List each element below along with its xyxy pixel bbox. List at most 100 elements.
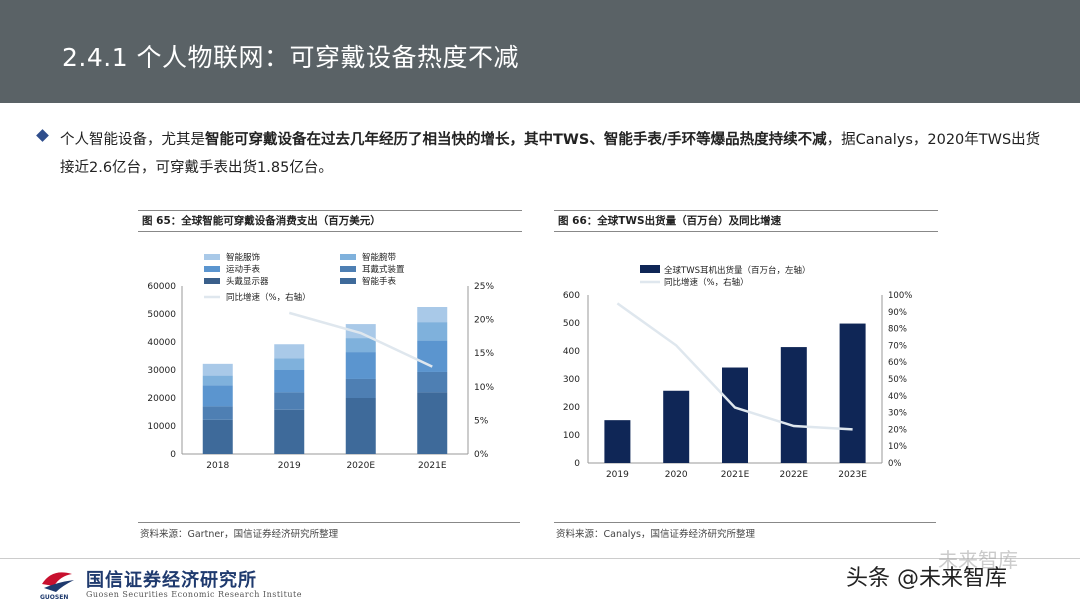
chart65-xtick-label: 2019: [278, 461, 301, 471]
chart65-y2tick-label: 0%: [474, 450, 489, 460]
company-name: 国信证券经济研究所: [86, 570, 257, 591]
chart65-legend-label: 智能腕带: [362, 252, 397, 263]
chart66-svg: 0 100 200 300 400 500 600 0% 10% 20% 30% 40% 50% 60% 7…: [563, 265, 912, 480]
chart65-bar-segment: [202, 363, 233, 376]
chart66-y2tick-label: 20%: [888, 425, 907, 435]
chart65-legend-label: 耳戴式装置: [362, 264, 405, 275]
watermark: 头条 @未来智库: [846, 566, 1007, 591]
chart66-bar: [604, 420, 631, 463]
chart65-bar-segment: [345, 398, 376, 454]
chart66-ytick-label: 300: [563, 375, 580, 385]
chart65-ytick-label: 60000: [147, 282, 176, 292]
chart65-bar-segment: [274, 358, 305, 370]
chart65-xtick-label: 2021E: [418, 461, 447, 471]
chart65-bar-segment: [202, 375, 233, 386]
page-title: 2.4.1 个人物联网：可穿戴设备热度不减: [62, 43, 520, 72]
chart66-y2tick-label: 30%: [888, 409, 907, 419]
chart65-y2tick-label: 10%: [474, 383, 494, 393]
chart65-ytick-label: 50000: [147, 310, 176, 320]
chart65-title: 图 65：全球智能可穿戴设备消费支出（百万美元）: [138, 210, 522, 232]
chart66-ytick-label: 400: [563, 347, 580, 357]
chart65-bar-segment: [417, 322, 448, 341]
chart66-xtick-label: 2021E: [721, 470, 750, 480]
chart65-legend-swatch: [204, 254, 220, 260]
chart66-xtick-label: 2023E: [838, 470, 867, 480]
chart65-ytick-label: 30000: [147, 366, 176, 376]
footer-divider: [0, 558, 1080, 559]
chart65-legend-label: 智能手表: [362, 276, 397, 287]
chart66-xtick-label: 2019: [606, 470, 629, 480]
chart66-y2tick-label: 40%: [888, 392, 907, 402]
chart65-xtick-label: 2020E: [346, 461, 375, 471]
chart66-bar: [663, 390, 690, 463]
chart66-legend-label: 同比增速（%，右轴）: [664, 277, 749, 288]
chart65-legend-swatch: [340, 266, 356, 272]
intro-text-1: 个人智能设备，尤其是: [60, 132, 205, 148]
chart65-y2tick-label: 5%: [474, 416, 489, 426]
chart66-y2tick-label: 60%: [888, 358, 907, 368]
chart66-growth-line: [616, 302, 853, 431]
chart66-legend-label: 全球TWS耳机出货量（百万台，左轴）: [664, 265, 811, 276]
chart66-y2tick-label: 10%: [888, 442, 907, 452]
chart65-bar-segment: [345, 378, 376, 398]
chart65-legend-label: 同比增速（%，右轴）: [226, 292, 311, 303]
watermark-faint: 未来智库: [938, 548, 1018, 572]
chart65-legend-swatch: [340, 278, 356, 284]
chart66-ytick-label: 100: [563, 431, 580, 441]
bullet-diamond-icon: [36, 129, 49, 142]
chart65-ytick-label: 0: [170, 450, 176, 460]
chart66-bar: [839, 323, 866, 463]
chart66-ytick-label: 600: [563, 291, 580, 301]
company-name-en: Guosen Securities Economic Research Inst…: [86, 590, 302, 599]
chart65-legend-swatch: [340, 254, 356, 260]
chart65-bar-segment: [202, 385, 233, 407]
chart66-y2tick-label: 100%: [888, 291, 912, 301]
chart65-ytick-label: 10000: [147, 422, 176, 432]
chart65-xtick-label: 2018: [206, 461, 229, 471]
chart65-legend-label: 智能服饰: [226, 252, 261, 263]
chart65-bar-segment: [274, 344, 305, 359]
chart66-y2tick-label: 90%: [888, 308, 907, 318]
chart65-bar-segment: [345, 324, 376, 339]
logo-word: GUOSEN: [40, 594, 69, 601]
chart66-title: 图 66：全球TWS出货量（百万台）及同比增速: [554, 210, 938, 232]
chart65-y2tick-label: 15%: [474, 349, 494, 359]
intro-paragraph: 个人智能设备，尤其是智能可穿戴设备在过去几年经历了相当快的增长，其中TWS、智能…: [60, 126, 1050, 182]
intro-text-bold: 智能可穿戴设备在过去几年经历了相当快的增长，其中TWS、智能手表/手环等爆品热度…: [205, 132, 827, 148]
chart65-legend-swatch: [204, 278, 220, 284]
header-bar: 2.4.1 个人物联网：可穿戴设备热度不减: [0, 0, 1080, 103]
chart66-y2tick-label: 50%: [888, 375, 907, 385]
chart65-svg: 0 10000 20000 30000 40000 50000 60000 0% 5% 10% 15…: [147, 252, 494, 471]
chart65-legend-swatch: [204, 266, 220, 272]
chart65-source: 资料来源：Gartner，国信证券经济研究所整理: [138, 522, 520, 540]
chart65-y2tick-label: 20%: [474, 316, 494, 326]
chart66-xtick-label: 2020: [665, 470, 688, 480]
chart65-bar-segment: [417, 392, 448, 454]
chart65-growth-line: [288, 311, 433, 368]
chart65-y2tick-label: 25%: [474, 282, 494, 292]
chart65-bar-segment: [274, 370, 305, 393]
chart65-ytick-label: 20000: [147, 394, 176, 404]
chart66-ytick-label: 0: [574, 459, 580, 469]
chart66-source: 资料来源：Canalys，国信证券经济研究所整理: [554, 522, 936, 540]
chart66-xtick-label: 2022E: [780, 470, 809, 480]
chart65-bar-segment: [274, 409, 305, 454]
chart66-y2tick-label: 70%: [888, 341, 907, 351]
chart66-y2tick-label: 80%: [888, 325, 907, 335]
chart65-bar-segment: [345, 338, 376, 353]
chart65-bar-segment: [417, 307, 448, 323]
chart65-bar-segment: [274, 392, 305, 410]
chart66-bar: [722, 367, 748, 463]
chart65-ytick-label: 40000: [147, 338, 176, 348]
chart65-bar-segment: [202, 406, 233, 420]
chart66-y2tick-label: 0%: [888, 459, 902, 469]
chart65-bar-segment: [202, 419, 233, 454]
intro-text-2: ，据Canalys，2020年TWS出货接近2.6亿台，可穿戴手表出货1.85亿…: [60, 132, 1041, 176]
chart65-bar-segment: [345, 352, 376, 379]
chart66-bar: [780, 347, 807, 463]
chart65-bar-segment: [417, 371, 448, 393]
chart65-legend-label: 运动手表: [226, 264, 261, 275]
chart66-legend-swatch: [640, 265, 660, 273]
chart66-ytick-label: 500: [563, 319, 580, 329]
guosen-logo-icon: [42, 572, 74, 592]
